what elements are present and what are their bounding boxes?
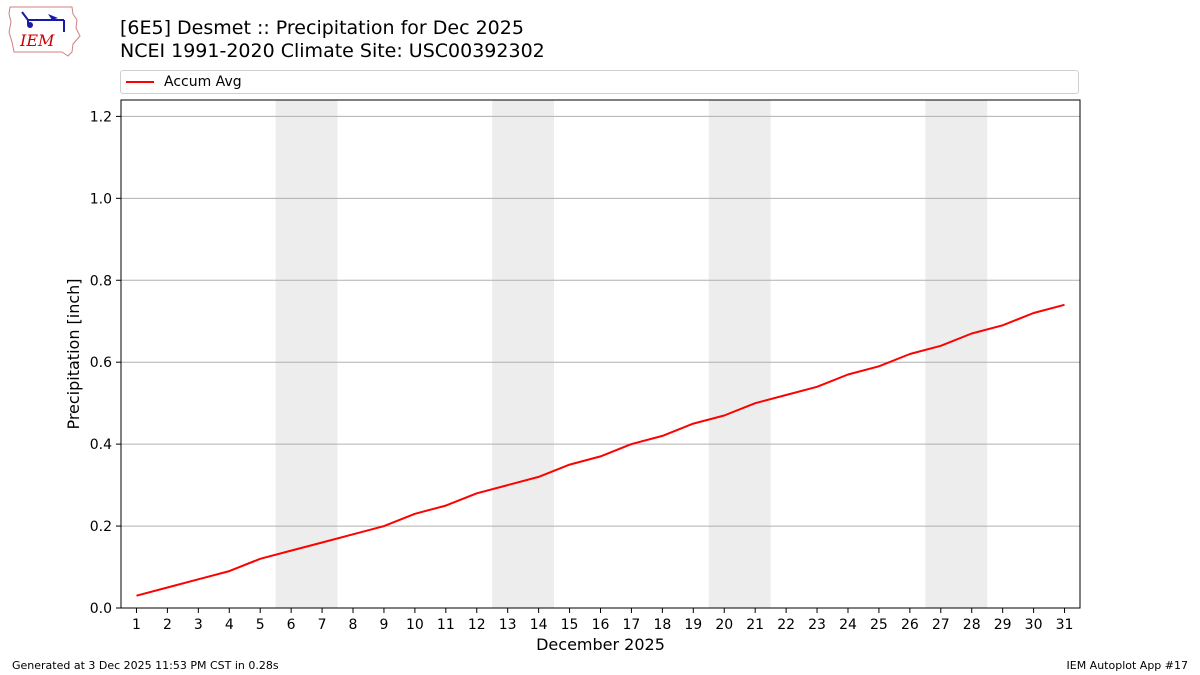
x-tick-label: 10 bbox=[406, 617, 424, 633]
x-tick-label: 16 bbox=[592, 617, 610, 633]
weekend-band-3 bbox=[925, 100, 988, 608]
x-tick-label: 2 bbox=[163, 617, 172, 633]
legend-label-accum-avg: Accum Avg bbox=[164, 74, 242, 90]
data-point-day-17 bbox=[630, 443, 632, 445]
x-tick-label: 19 bbox=[684, 617, 702, 633]
data-point-day-15 bbox=[569, 464, 571, 466]
chart-title: [6E5] Desmet :: Precipitation for Dec 20… bbox=[120, 17, 524, 39]
data-point-day-22 bbox=[785, 394, 787, 396]
data-point-day-6 bbox=[290, 550, 292, 552]
weekend-band-0 bbox=[275, 100, 338, 608]
legend: Accum Avg bbox=[120, 70, 1079, 94]
data-point-day-21 bbox=[754, 402, 756, 404]
x-tick-label: 20 bbox=[715, 617, 733, 633]
data-point-day-8 bbox=[352, 533, 354, 535]
x-tick-label: 5 bbox=[256, 617, 265, 633]
x-tick-label: 24 bbox=[839, 617, 857, 633]
weather-station-icon bbox=[21, 11, 65, 32]
x-tick-label: 14 bbox=[530, 617, 548, 633]
legend-swatch-accum-avg bbox=[126, 81, 154, 83]
data-point-day-5 bbox=[259, 558, 261, 560]
y-tick-label: 0.6 bbox=[90, 355, 112, 371]
chart-subtitle: NCEI 1991-2020 Climate Site: USC00392302 bbox=[120, 40, 545, 62]
x-tick-label: 25 bbox=[870, 617, 888, 633]
y-tick-label: 0.4 bbox=[90, 437, 112, 453]
x-tick-label: 29 bbox=[994, 617, 1012, 633]
data-point-day-19 bbox=[692, 423, 694, 425]
x-tick-label: 9 bbox=[379, 617, 388, 633]
y-tick-label: 1.2 bbox=[90, 109, 112, 125]
x-tick-label: 31 bbox=[1056, 617, 1074, 633]
data-point-day-2 bbox=[166, 587, 168, 589]
data-point-day-13 bbox=[507, 484, 509, 486]
data-point-day-30 bbox=[1033, 312, 1035, 314]
data-point-day-7 bbox=[321, 541, 323, 543]
x-axis-label: December 2025 bbox=[536, 635, 665, 654]
data-point-day-18 bbox=[661, 435, 663, 437]
footer-generated-at: Generated at 3 Dec 2025 11:53 PM CST in … bbox=[12, 659, 279, 672]
x-tick-label: 15 bbox=[561, 617, 579, 633]
x-tick-label: 11 bbox=[437, 617, 455, 633]
data-point-day-29 bbox=[1002, 324, 1004, 326]
x-tick-label: 23 bbox=[808, 617, 826, 633]
footer-app-id: IEM Autoplot App #17 bbox=[1066, 659, 1189, 672]
iem-logo: IEM bbox=[8, 6, 81, 57]
x-tick-label: 17 bbox=[623, 617, 641, 633]
series-line-0 bbox=[136, 303, 1065, 597]
x-tick-label: 18 bbox=[653, 617, 671, 633]
x-tick-label: 8 bbox=[349, 617, 358, 633]
y-tick-label: 0.2 bbox=[90, 519, 112, 535]
data-point-day-11 bbox=[445, 505, 447, 507]
data-point-day-25 bbox=[878, 365, 880, 367]
data-point-day-1 bbox=[135, 595, 137, 597]
data-point-day-28 bbox=[971, 333, 973, 335]
data-point-day-9 bbox=[383, 525, 385, 527]
plot-frame bbox=[120, 99, 1081, 609]
logo-text: IEM bbox=[19, 31, 55, 50]
data-point-day-27 bbox=[940, 345, 942, 347]
x-tick-label: 4 bbox=[225, 617, 234, 633]
y-tick-label: 0.8 bbox=[90, 273, 112, 289]
x-tick-label: 28 bbox=[963, 617, 981, 633]
y-tick-label: 1.0 bbox=[90, 191, 112, 207]
x-tick-label: 1 bbox=[132, 617, 141, 633]
data-point-day-10 bbox=[414, 513, 416, 515]
data-point-day-24 bbox=[847, 373, 849, 375]
y-axis-label: Precipitation [inch] bbox=[64, 278, 83, 429]
x-tick-label: 30 bbox=[1025, 617, 1043, 633]
data-point-day-23 bbox=[816, 386, 818, 388]
x-tick-label: 3 bbox=[194, 617, 203, 633]
x-tick-label: 27 bbox=[932, 617, 950, 633]
data-point-day-14 bbox=[538, 476, 540, 478]
x-tick-label: 13 bbox=[499, 617, 517, 633]
x-tick-label: 12 bbox=[468, 617, 486, 633]
data-point-day-26 bbox=[909, 353, 911, 355]
x-tick-label: 6 bbox=[287, 617, 296, 633]
data-point-day-31 bbox=[1064, 304, 1066, 306]
data-point-day-3 bbox=[197, 578, 199, 580]
x-tick-label: 7 bbox=[318, 617, 327, 633]
weekend-band-2 bbox=[708, 100, 771, 608]
x-tick-label: 21 bbox=[746, 617, 764, 633]
data-point-day-12 bbox=[476, 492, 478, 494]
data-point-day-4 bbox=[228, 570, 230, 572]
x-tick-label: 26 bbox=[901, 617, 919, 633]
y-tick-label: 0.0 bbox=[90, 601, 112, 617]
data-point-day-16 bbox=[600, 455, 602, 457]
weekend-band-1 bbox=[492, 100, 555, 608]
data-point-day-20 bbox=[723, 414, 725, 416]
x-tick-label: 22 bbox=[777, 617, 795, 633]
